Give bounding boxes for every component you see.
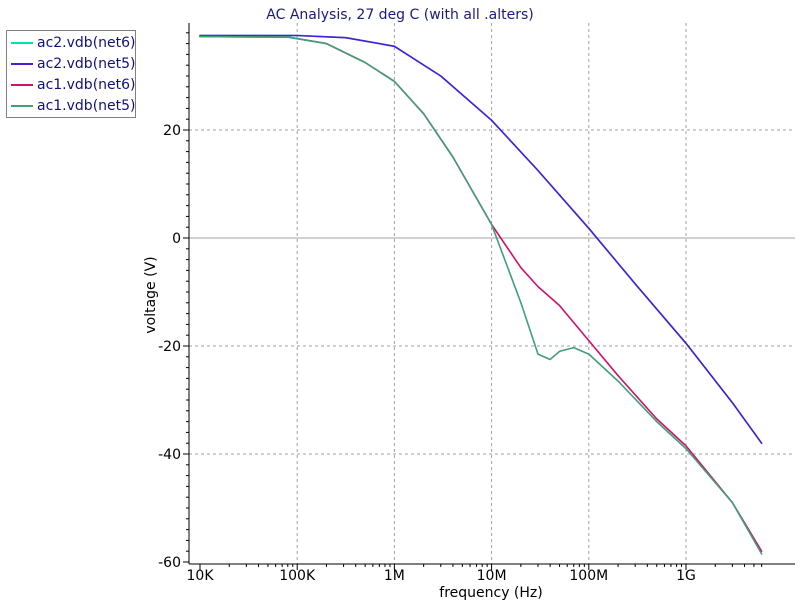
- x-tick-label: 1M: [384, 568, 405, 584]
- y-tick-label: 20: [163, 123, 181, 139]
- x-tick-label: 100M: [569, 568, 608, 584]
- series-line-ac2-vdb-net6-: [199, 34, 763, 445]
- legend-label: ac1.vdb(net6): [37, 77, 136, 93]
- x-tick-label: 10K: [187, 568, 215, 584]
- x-tick-label: 100K: [279, 568, 316, 584]
- legend-item[interactable]: ac2.vdb(net6): [11, 32, 136, 54]
- legend-swatch: [11, 63, 33, 65]
- legend-swatch: [11, 105, 33, 107]
- tick-labels: 10K 100K 1M 10M 100M 1G 20 0 -20 -40 -60: [158, 123, 696, 584]
- legend-item[interactable]: ac2.vdb(net5): [11, 53, 136, 75]
- y-tick-label: -40: [158, 447, 181, 463]
- y-axis-label: voltage (V): [143, 256, 159, 333]
- y-tick-label: -60: [158, 555, 181, 571]
- legend-label: ac1.vdb(net5): [37, 98, 136, 114]
- x-tick-label: 10M: [477, 568, 507, 584]
- legend-label: ac2.vdb(net6): [37, 35, 136, 51]
- grid: [189, 23, 795, 564]
- series-line-ac1-vdb-net5-: [199, 35, 763, 555]
- legend-label: ac2.vdb(net5): [37, 56, 136, 72]
- legend-item[interactable]: ac1.vdb(net6): [11, 74, 136, 96]
- x-axis-label: frequency (Hz): [439, 585, 542, 600]
- legend-swatch: [11, 42, 33, 44]
- y-tick-label: 0: [172, 231, 181, 247]
- chart-title: AC Analysis, 27 deg C (with all .alters): [266, 7, 533, 23]
- plot-area[interactable]: [199, 34, 763, 555]
- legend-swatch: [11, 84, 33, 86]
- series-line-ac1-vdb-net6-: [199, 35, 763, 553]
- legend: ac2.vdb(net6) ac2.vdb(net5) ac1.vdb(net6) a…: [6, 30, 136, 118]
- x-tick-label: 1G: [676, 568, 696, 584]
- legend-item[interactable]: ac1.vdb(net5): [11, 95, 136, 117]
- y-tick-label: -20: [158, 339, 181, 355]
- series-line-ac2-vdb-net5-: [199, 34, 763, 445]
- axes: [183, 23, 795, 570]
